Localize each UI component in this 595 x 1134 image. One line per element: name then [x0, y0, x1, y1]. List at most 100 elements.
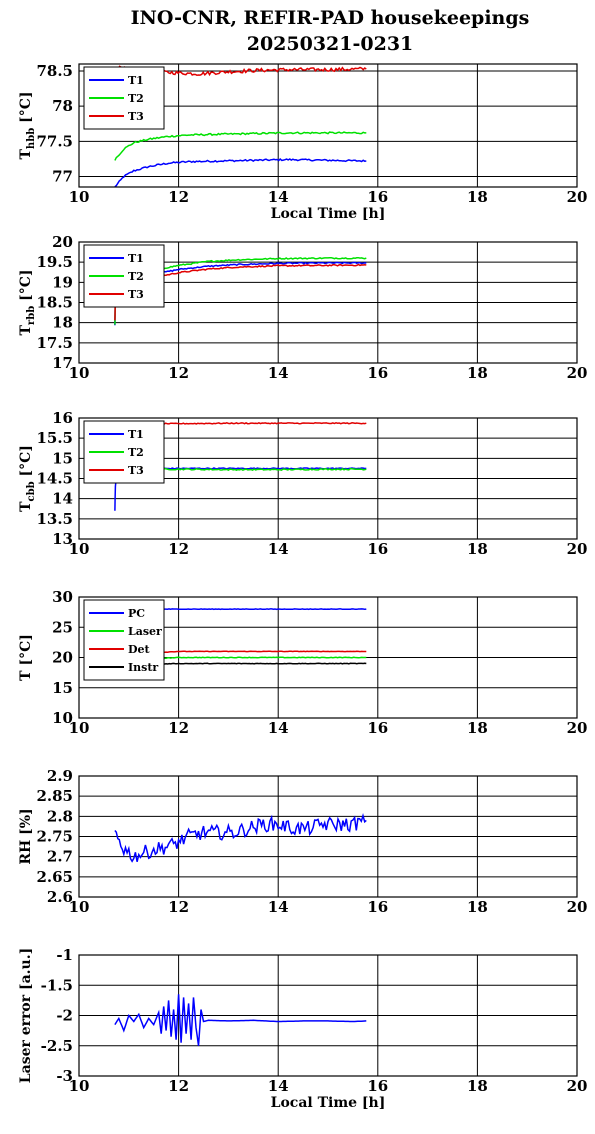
y-tick-label: 78	[52, 97, 73, 115]
x-tick-label: 16	[367, 188, 388, 206]
plot-frame	[78, 241, 578, 364]
x-tick-label: 12	[168, 719, 189, 737]
x-tick-label: 18	[467, 540, 488, 558]
legend-label: T1	[128, 74, 144, 87]
legend-label: T3	[128, 110, 144, 123]
legend-label: Det	[128, 643, 151, 656]
y-tick-label: 17.5	[36, 334, 73, 352]
legend-label: T3	[128, 288, 144, 301]
x-tick-label: 12	[168, 540, 189, 558]
plot-frame	[78, 63, 578, 188]
x-tick-label: 10	[69, 898, 90, 916]
x-tick-label: 16	[367, 364, 388, 382]
panel-5: 10 12 14 16 18 20 2.6 2.65 2.7 2.75 2.8 2.85 2.9 RH […	[18, 767, 587, 916]
plot-frame	[78, 596, 578, 719]
series-line-data	[114, 994, 367, 1046]
x-tick-label: 18	[467, 1077, 488, 1095]
panel-4: 10 12 14 16 18 20 10 15 20 25 30 T [°C] PC Laser Det In…	[18, 588, 587, 737]
y-tick-label: 2.7	[47, 848, 73, 866]
legend: T1 T2 T3	[83, 66, 165, 130]
y-axis-label: Tcbb [°C]	[18, 445, 37, 512]
series-line-t2	[114, 131, 367, 161]
y-tick-label: 20	[52, 649, 73, 667]
x-tick-label: 16	[367, 898, 388, 916]
y-tick-label: 2.6	[47, 888, 73, 906]
legend: T1 T2 T3	[83, 420, 165, 484]
y-tick-label: 20	[52, 233, 73, 251]
y-tick-label: -3	[56, 1067, 73, 1085]
legend-label: Instr	[128, 661, 158, 674]
legend-label: Laser	[128, 625, 162, 638]
series-line-t1	[114, 157, 367, 187]
x-axis-label: Local Time [h]	[271, 206, 386, 222]
legend-label: T2	[128, 446, 144, 459]
panels-container: 10 12 14 16 18 20 77 77.5 78 78.5 Local Time [h] Th…	[18, 62, 587, 1111]
x-tick-label: 14	[268, 1077, 289, 1095]
y-tick-label: 13	[52, 530, 73, 548]
y-tick-label: 14.5	[36, 470, 73, 488]
y-tick-label: 15	[52, 449, 73, 467]
x-tick-label: 12	[168, 1077, 189, 1095]
x-tick-label: 16	[367, 1077, 388, 1095]
y-tick-label: -1	[56, 946, 73, 964]
y-axis-label: Trbb [°C]	[18, 270, 37, 336]
panel-1: 10 12 14 16 18 20 77 77.5 78 78.5 Local Time [h] Th…	[18, 62, 587, 222]
y-tick-label: 78.5	[36, 62, 73, 80]
x-tick-label: 16	[367, 719, 388, 737]
y-axis-label: T [°C]	[18, 634, 34, 681]
plot-frame	[78, 417, 578, 540]
legend-label: T1	[128, 428, 144, 441]
y-tick-label: 16	[52, 409, 73, 427]
y-tick-label: 19	[52, 273, 73, 291]
series-line-data	[114, 813, 367, 863]
x-tick-label: 10	[69, 719, 90, 737]
x-tick-label: 10	[69, 540, 90, 558]
x-tick-label: 18	[467, 898, 488, 916]
y-axis-label: RH [%]	[18, 808, 34, 864]
panel-3: 10 12 14 16 18 20 13 13.5 14 14.5 15 15.5 16 Tcbb [°C…	[18, 409, 587, 558]
x-tick-label: 18	[467, 719, 488, 737]
y-tick-label: 14	[52, 490, 73, 508]
x-tick-label: 20	[567, 188, 588, 206]
x-tick-label: 14	[268, 188, 289, 206]
x-tick-label: 20	[567, 364, 588, 382]
y-axis-label: Laser error [a.u.]	[18, 948, 34, 1083]
y-tick-label: 2.8	[47, 807, 73, 825]
y-tick-label: -2.5	[41, 1037, 73, 1055]
x-tick-label: 20	[567, 1077, 588, 1095]
y-tick-label: 15	[52, 679, 73, 697]
x-tick-label: 12	[168, 364, 189, 382]
plot-frame	[78, 775, 578, 898]
panel-2: 10 12 14 16 18 20 17 17.5 18 18.5 19 19.5 20 Trbb [°C…	[18, 233, 587, 382]
y-tick-label: 2.65	[36, 868, 73, 886]
legend-label: T2	[128, 270, 144, 283]
legend-label: PC	[128, 607, 145, 620]
x-tick-label: 20	[567, 540, 588, 558]
x-tick-label: 12	[168, 188, 189, 206]
y-tick-label: 2.75	[36, 828, 73, 846]
y-tick-label: 30	[52, 588, 73, 606]
y-axis-label: Thbb [°C]	[18, 92, 37, 160]
y-tick-label: 17	[52, 354, 73, 372]
x-tick-label: 18	[467, 364, 488, 382]
y-tick-label: 15.5	[36, 429, 73, 447]
y-tick-label: 77.5	[36, 132, 73, 150]
x-tick-label: 16	[367, 540, 388, 558]
y-tick-label: 10	[52, 709, 73, 727]
x-tick-label: 14	[268, 719, 289, 737]
y-tick-label: 19.5	[36, 253, 73, 271]
y-tick-label: 13.5	[36, 510, 73, 528]
panel-6: 10 12 14 16 18 20 -3 -2.5 -2 -1.5 -1 Local Time [h]…	[18, 946, 587, 1111]
y-tick-label: 2.9	[47, 767, 73, 785]
legend: PC Laser Det Instr	[83, 599, 165, 681]
x-tick-label: 10	[69, 188, 90, 206]
y-tick-label: 2.85	[36, 787, 73, 805]
legend-label: T2	[128, 92, 144, 105]
x-tick-label: 20	[567, 719, 588, 737]
plot-frame	[78, 954, 578, 1077]
y-tick-label: 18	[52, 314, 73, 332]
y-tick-label: -1.5	[41, 976, 73, 994]
legend: T1 T2 T3	[83, 244, 165, 308]
legend-label: T3	[128, 464, 144, 477]
y-tick-label: -2	[56, 1007, 73, 1025]
